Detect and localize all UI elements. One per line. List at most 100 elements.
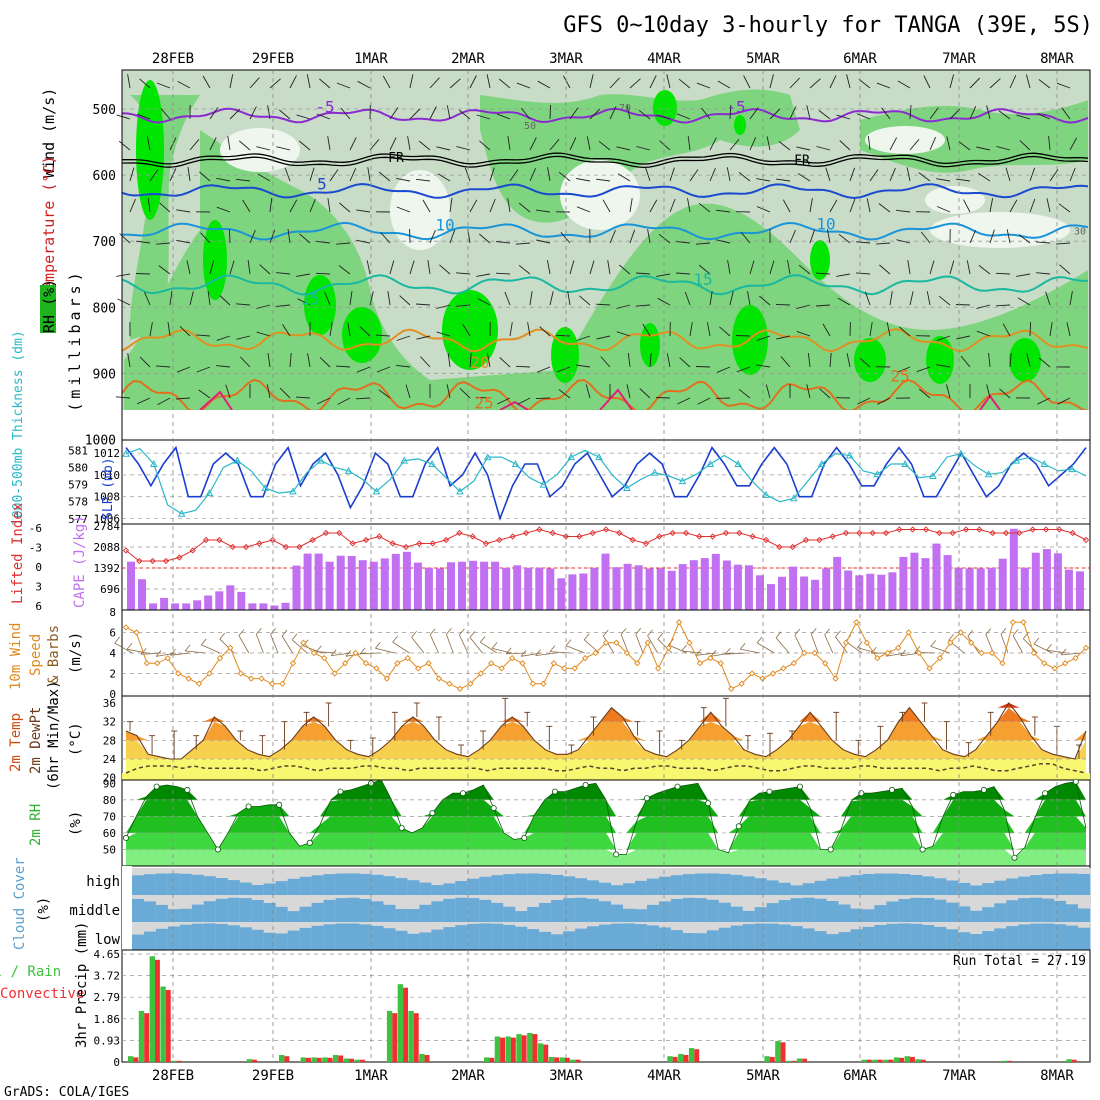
pressure-tick-label: 600 bbox=[93, 169, 116, 184]
wind10-barb-feather bbox=[520, 650, 527, 657]
wind-barb bbox=[439, 264, 451, 275]
wind-barb bbox=[276, 272, 291, 275]
wind-barb bbox=[938, 295, 951, 306]
wind-barb bbox=[676, 241, 691, 244]
wind-barb bbox=[496, 241, 511, 244]
wind-barb bbox=[638, 109, 651, 120]
wind-barb bbox=[149, 322, 153, 337]
wind10-marker bbox=[978, 649, 985, 657]
wind-barb bbox=[529, 168, 537, 182]
rh2m-units-label: (%) bbox=[68, 811, 84, 836]
cape-bar bbox=[1076, 571, 1084, 610]
bottom-time-label: 3MAR bbox=[549, 1068, 583, 1084]
wind-barb bbox=[147, 198, 151, 213]
cloud-cell bbox=[251, 885, 265, 895]
cloud-cell bbox=[802, 883, 815, 895]
wind-barb bbox=[687, 198, 691, 213]
cape-bar bbox=[722, 560, 731, 610]
wind-barb bbox=[969, 230, 977, 244]
cloud-cell bbox=[611, 885, 624, 895]
cloud-cell bbox=[263, 903, 277, 922]
cloud-cell bbox=[239, 898, 253, 922]
cloud-cell bbox=[287, 878, 301, 895]
wind10-marker bbox=[623, 649, 631, 657]
lifted-index-marker bbox=[682, 529, 690, 537]
thickness-marker bbox=[456, 487, 464, 495]
cloud-cell bbox=[132, 875, 145, 895]
wind-barb bbox=[369, 139, 380, 151]
cloud-cell bbox=[299, 927, 312, 950]
thickness-marker bbox=[734, 459, 743, 467]
precip-convective-bar bbox=[780, 1042, 786, 1062]
cloud-cell bbox=[766, 903, 780, 922]
rh-marker bbox=[1042, 790, 1049, 797]
wind10-line bbox=[122, 619, 1090, 693]
wind-barb bbox=[116, 114, 131, 120]
wind-barb bbox=[507, 136, 511, 151]
lifted-index-line bbox=[122, 526, 1090, 565]
rh-contours bbox=[124, 80, 1088, 410]
wind10-marker bbox=[947, 639, 954, 646]
thickness-marker bbox=[539, 480, 548, 488]
cape-bar bbox=[767, 584, 775, 610]
wind10-marker bbox=[331, 670, 338, 677]
wind-barb bbox=[558, 389, 571, 399]
wind10-barb bbox=[469, 637, 483, 654]
wind10-marker bbox=[895, 644, 902, 652]
wind10-barb bbox=[535, 652, 556, 656]
wind-barb bbox=[476, 273, 491, 277]
precip-convective-bar bbox=[176, 1060, 182, 1062]
precip-convective-bar bbox=[510, 1037, 516, 1062]
wind-barb bbox=[216, 335, 231, 341]
wind10-axis-label-1: 10m Wind bbox=[8, 623, 24, 690]
temp2m-panel: 36 32 28 24 20 2m Temp 2m DewPt (6hr Min/Max… bbox=[8, 680, 1091, 790]
thickness-marker bbox=[650, 468, 659, 476]
wind10-marker bbox=[498, 665, 505, 672]
cloud-cell bbox=[970, 885, 983, 895]
cloud-cell bbox=[191, 874, 205, 895]
wind-barb bbox=[619, 264, 631, 275]
contour-label: 15 bbox=[693, 270, 712, 289]
rh-axis-label: RH (%) bbox=[40, 279, 58, 333]
cape-bar bbox=[822, 568, 831, 610]
cloud-cell bbox=[718, 927, 732, 950]
wind-barb bbox=[626, 105, 631, 120]
rh-marker bbox=[490, 805, 497, 812]
lifted-index-marker bbox=[1042, 526, 1050, 533]
precip-tick: 2.79 bbox=[94, 991, 121, 1004]
precip-tick: 1.86 bbox=[94, 1013, 121, 1026]
wind-barb bbox=[949, 260, 955, 275]
precip-convective-bar bbox=[672, 1056, 678, 1062]
wind10-marker bbox=[561, 665, 568, 672]
cape-bar bbox=[1020, 567, 1029, 610]
cape-bar bbox=[347, 556, 356, 610]
wind-barb bbox=[769, 74, 774, 89]
wind-barb bbox=[1061, 107, 1071, 120]
cape-ticks: -6 -3 0 3 6 2784 2088 1392 696 bbox=[29, 520, 121, 613]
wind-barb bbox=[896, 239, 911, 244]
wind10-barb-feather bbox=[824, 628, 831, 635]
slp-ticks: 581 580 579 578 577 1012 1010 1008 1006 bbox=[68, 444, 120, 526]
wind10-marker bbox=[540, 680, 547, 687]
wind-barb bbox=[167, 322, 171, 337]
lifted-index-marker bbox=[416, 540, 423, 547]
cloud-cell bbox=[251, 929, 265, 950]
cape-bar bbox=[943, 555, 952, 610]
wind10-barb bbox=[930, 646, 950, 654]
wind-barb bbox=[496, 113, 511, 120]
cloud-cell bbox=[575, 897, 588, 922]
wind-barb bbox=[329, 169, 339, 182]
wind-barb bbox=[918, 388, 931, 399]
cloud-cell bbox=[287, 911, 301, 922]
precip-tick: 4.65 bbox=[94, 948, 121, 961]
wind-barb bbox=[729, 291, 734, 306]
temp-tick: 24 bbox=[103, 753, 117, 766]
wind-barb bbox=[547, 167, 551, 182]
lifted-index-marker bbox=[616, 529, 623, 537]
cape-bar bbox=[336, 555, 345, 610]
wind-barb bbox=[809, 198, 813, 213]
cape-bar bbox=[535, 567, 544, 610]
wind-barb bbox=[269, 78, 281, 89]
wind-barb bbox=[416, 335, 431, 340]
wind10-marker bbox=[832, 675, 839, 682]
